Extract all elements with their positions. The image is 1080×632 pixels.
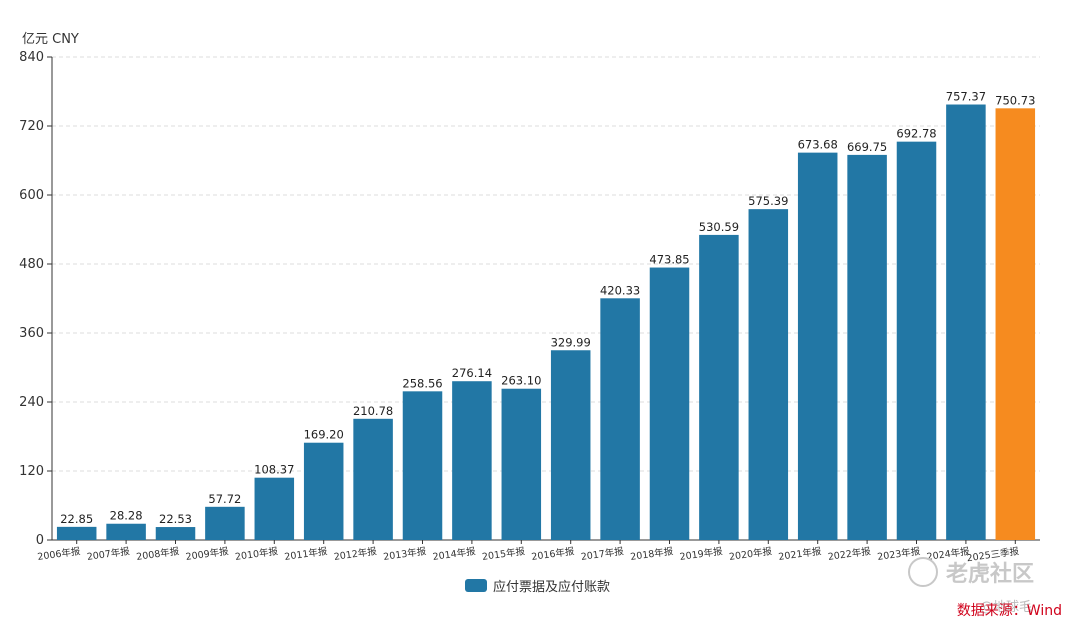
bar — [501, 388, 542, 540]
bar — [649, 267, 690, 540]
x-tick-label: 2008年报 — [135, 545, 180, 563]
bar-value-label: 28.28 — [110, 509, 143, 523]
y-tick-label: 600 — [19, 188, 44, 203]
y-tick-label: 0 — [36, 533, 44, 548]
x-tick-label: 2012年报 — [333, 545, 378, 563]
y-axis-unit-label: 亿元 CNY — [22, 32, 79, 47]
bar — [550, 350, 591, 540]
x-tick-label: 2011年报 — [284, 545, 329, 563]
legend-label: 应付票据及应付账款 — [493, 580, 611, 595]
bar — [896, 141, 937, 541]
x-tick-label: 2020年报 — [728, 545, 773, 563]
bar — [452, 381, 492, 540]
x-tick-label: 2021年报 — [778, 545, 823, 563]
bar-value-label: 258.56 — [402, 376, 442, 390]
x-tick-label: 2014年报 — [432, 545, 477, 563]
bar-value-label: 169.20 — [304, 428, 344, 442]
y-tick-label: 480 — [19, 257, 44, 272]
bar-value-label: 263.10 — [501, 374, 541, 388]
bar — [748, 209, 789, 540]
bar-value-label: 22.85 — [60, 512, 93, 526]
bar-value-label: 22.53 — [159, 512, 192, 526]
bar-value-label: 276.14 — [452, 366, 492, 380]
x-tick-label: 2015年报 — [481, 545, 526, 563]
watermark: 老虎社区 — [908, 556, 1034, 588]
x-tick-label: 2007年报 — [86, 545, 131, 563]
bar — [106, 523, 146, 540]
x-tick-label: 2019年报 — [679, 545, 724, 563]
y-tick-label: 360 — [19, 326, 44, 341]
bar — [205, 506, 245, 540]
y-tick-label: 720 — [19, 119, 44, 134]
bar — [56, 526, 97, 540]
y-tick-label: 240 — [19, 395, 44, 410]
y-tick-label: 120 — [19, 464, 44, 479]
x-tick-label: 2009年报 — [185, 545, 230, 563]
data-source-note: 数据来源：Wind — [956, 603, 1062, 619]
legend-swatch — [465, 579, 487, 592]
chart-legend[interactable]: 应付票据及应付账款 — [465, 576, 610, 595]
bar — [847, 154, 887, 541]
x-tick-label: 2010年报 — [234, 545, 279, 563]
bar-value-label: 329.99 — [551, 335, 591, 349]
bar — [254, 477, 295, 540]
bar-value-label: 673.68 — [798, 138, 838, 152]
bar-value-label: 420.33 — [600, 283, 640, 297]
bar — [303, 442, 344, 540]
y-tick-label: 840 — [19, 50, 44, 65]
bar — [155, 527, 196, 540]
bar-value-label: 669.75 — [847, 140, 887, 154]
watermark-subtext: @地球毛 — [980, 600, 1033, 615]
bar — [995, 108, 1036, 540]
x-tick-label: 2016年报 — [531, 545, 576, 563]
bar — [353, 418, 393, 540]
bar-value-label: 757.37 — [946, 90, 986, 104]
bar-value-label: 530.59 — [699, 220, 739, 234]
bar — [699, 234, 739, 540]
x-tick-label: 2018年报 — [629, 545, 674, 563]
bar-value-label: 210.78 — [353, 404, 393, 418]
bar-value-label: 57.72 — [208, 492, 241, 506]
bar-value-label: 692.78 — [896, 127, 936, 141]
bar-value-label: 750.73 — [995, 93, 1035, 107]
bar-value-label: 108.37 — [254, 463, 294, 477]
watermark-logo-icon — [908, 557, 938, 587]
bar — [402, 391, 443, 540]
x-tick-label: 2022年报 — [827, 545, 872, 563]
bar-value-label: 575.39 — [748, 194, 788, 208]
bar — [946, 104, 986, 540]
bar — [797, 152, 838, 540]
bar-value-label: 473.85 — [649, 253, 689, 267]
x-tick-label: 2017年报 — [580, 545, 625, 563]
x-tick-label: 2013年报 — [382, 545, 427, 563]
watermark-text: 老虎社区 — [946, 562, 1035, 587]
bar — [600, 298, 640, 540]
